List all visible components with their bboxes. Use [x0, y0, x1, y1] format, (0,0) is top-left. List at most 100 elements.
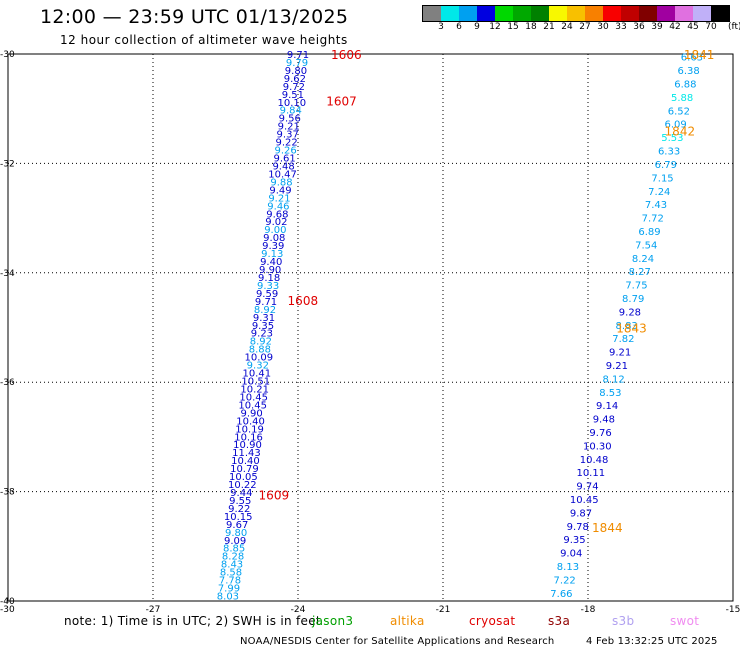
- generation-timestamp: 4 Feb 13:32:25 UTC 2025: [586, 636, 718, 647]
- wave-height-value: 6.79: [655, 160, 677, 171]
- wave-height-value: 10.16: [234, 432, 263, 443]
- wave-height-value: 9.71: [255, 297, 277, 308]
- wave-height-value: 10.40: [236, 416, 265, 427]
- wave-height-value: 9.62: [284, 74, 306, 85]
- pass-number-label: 1608: [288, 294, 319, 308]
- colorbar-swatch: [531, 6, 549, 21]
- colorbar-swatch: [585, 6, 603, 21]
- wave-height-value: 9.23: [251, 329, 273, 340]
- wave-height-value: 10.41: [242, 369, 271, 380]
- wave-height-value: 7.22: [554, 575, 576, 586]
- wave-height-value: 9.90: [259, 265, 281, 276]
- wave-height-value: 9.55: [229, 496, 251, 507]
- wave-height-value: 10.15: [224, 512, 253, 523]
- wave-height-value: 7.75: [625, 281, 647, 292]
- colorbar-swatch: [495, 6, 513, 21]
- colorbar-unit: (ft): [728, 22, 740, 32]
- wave-height-value: 10.45: [238, 400, 267, 411]
- x-corner-label: -30: [0, 605, 15, 615]
- wave-height-value: 5.53: [661, 133, 683, 144]
- wave-height-value: 7.82: [612, 334, 634, 345]
- colorbar-swatch: [675, 6, 693, 21]
- wave-height-value: 10.40: [231, 456, 260, 467]
- wave-height-value: 10.51: [241, 377, 270, 388]
- colorbar-tick-label: 36: [633, 22, 645, 32]
- wave-height-value: 9.90: [240, 408, 262, 419]
- wave-height-value: 8.27: [629, 267, 651, 278]
- wave-height-value: 8.83: [616, 321, 638, 332]
- wave-height-value: 9.33: [257, 281, 279, 292]
- wave-height-value: 10.11: [576, 468, 605, 479]
- wave-height-value: 9.61: [273, 154, 295, 165]
- colorbar-tick-label: 21: [543, 22, 555, 32]
- y-tick-label: -32: [0, 159, 15, 169]
- wave-height-value: 9.00: [264, 225, 286, 236]
- wave-height-value: 9.48: [593, 415, 615, 426]
- wave-height-value: 9.14: [596, 401, 618, 412]
- wave-height-value: 9.48: [272, 161, 294, 172]
- colorbar-tick-label: 24: [561, 22, 573, 32]
- colorbar-swatch: [513, 6, 531, 21]
- wave-height-value: 10.22: [228, 480, 257, 491]
- wave-height-value: 8.92: [250, 337, 272, 348]
- x-tick-label: -18: [581, 605, 596, 615]
- x-tick-label: -21: [436, 605, 451, 615]
- wave-height-value: 6.89: [638, 227, 660, 238]
- colorbar-tick-label: 70: [705, 22, 717, 32]
- wave-height-value: 9.26: [274, 146, 296, 157]
- wave-height-value: 9.68: [266, 209, 288, 220]
- wave-height-value: 8.53: [599, 388, 621, 399]
- colorbar-tick-label: 15: [507, 22, 519, 32]
- wave-height-value: 9.80: [285, 66, 307, 77]
- wave-height-value: 6.38: [678, 66, 700, 77]
- footer-note: note: 1) Time is in UTC; 2) SWH is in fe…: [64, 614, 321, 628]
- map-frame: [7, 53, 734, 602]
- colorbar-swatch: [693, 6, 711, 21]
- wave-height-value: 9.88: [270, 177, 292, 188]
- wave-height-value: 9.84: [280, 106, 302, 117]
- wave-height-value: 10.45: [239, 392, 268, 403]
- colorbar-tick-label: 30: [597, 22, 609, 32]
- wave-height-value: 9.37: [277, 130, 299, 141]
- wave-height-value: 8.28: [222, 552, 244, 563]
- wave-height-value: 9.72: [283, 82, 305, 93]
- wave-height-value: 9.02: [265, 217, 287, 228]
- wave-height-value: 9.04: [560, 549, 582, 560]
- wave-height-value: 10.90: [233, 440, 262, 451]
- colorbar: [422, 5, 730, 22]
- wave-height-value: 9.46: [267, 201, 289, 212]
- wave-height-value: 8.85: [223, 544, 245, 555]
- colorbar-swatch: [567, 6, 585, 21]
- wave-height-value: 9.79: [286, 58, 308, 69]
- wave-height-value: 7.66: [550, 589, 572, 600]
- wave-height-value: 10.19: [235, 424, 264, 435]
- colorbar-tick-label: 27: [579, 22, 591, 32]
- wave-height-value: 8.12: [602, 374, 624, 385]
- colorbar-swatch: [639, 6, 657, 21]
- wave-height-value: 9.21: [606, 361, 628, 372]
- wave-height-value: 8.24: [632, 254, 654, 265]
- y-tick-label: -38: [0, 488, 15, 498]
- wave-height-value: 7.54: [635, 240, 657, 251]
- altimeter-track: 9.719.799.809.629.729.5110.109.849.569.2…: [217, 50, 309, 603]
- wave-height-value: 9.71: [287, 50, 309, 61]
- satellite-legend-item: jason3: [312, 614, 354, 628]
- wave-height-value: 10.21: [240, 384, 269, 395]
- wave-height-value: 9.67: [226, 520, 248, 531]
- colorbar-tick-label: 6: [456, 22, 462, 32]
- colorbar-tick-label: 45: [687, 22, 699, 32]
- wave-height-value: 8.88: [249, 345, 271, 356]
- wave-height-value: 9.59: [256, 289, 278, 300]
- wave-height-value: 6.33: [658, 147, 680, 158]
- wave-height-value: 9.80: [225, 528, 247, 539]
- colorbar-tick-label: 9: [474, 22, 480, 32]
- wave-height-value: 5.88: [671, 93, 693, 104]
- pass-number-label: 1607: [326, 94, 357, 108]
- satellite-legend-item: altika: [390, 614, 425, 628]
- wave-height-value: 8.92: [254, 305, 276, 316]
- satellite-legend-item: s3a: [548, 614, 571, 628]
- page-subtitle: 12 hour collection of altimeter wave hei…: [60, 33, 348, 47]
- wave-height-value: 8.03: [217, 592, 239, 603]
